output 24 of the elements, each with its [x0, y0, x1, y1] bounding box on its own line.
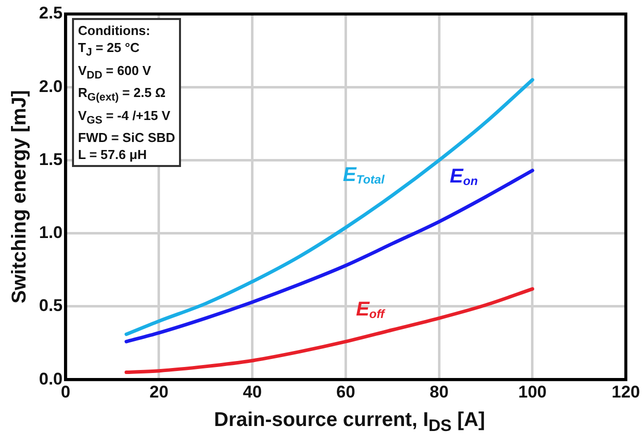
x-tick-label: 40: [242, 382, 262, 402]
y-tick-label: 2.5: [38, 4, 63, 23]
annotation: V$_{DD}$ = 600 V: [78, 62, 152, 84]
x-tick-label: 120: [612, 382, 640, 402]
y-tick-label: 1.5: [38, 150, 63, 169]
annotation: L = 57.6 μH: [78, 146, 148, 164]
x-tick-label: 0: [60, 382, 70, 402]
annotation: R$_{G(ext)}$ = 2.5 Ω: [78, 84, 167, 106]
x-tick-label: 80: [430, 382, 449, 402]
y-axis-title: Switching energy [mJ]: [8, 90, 31, 304]
x-tick-label: 100: [518, 382, 547, 402]
x-tick-label: 20: [150, 382, 168, 402]
x-tick-label: 60: [336, 382, 356, 402]
line-series: [124, 287, 534, 374]
y-tick-label: 2.0: [38, 76, 63, 96]
annotation: FWD = SiC SBD: [78, 129, 176, 146]
line-series: [124, 168, 534, 344]
y-tick-label: 1.0: [38, 223, 63, 242]
y-tick-label: 0.0: [38, 369, 63, 388]
y-tick-label: 0.5: [38, 296, 63, 316]
annotation: V$_{GS}$ = -4 /+15 V: [78, 106, 172, 128]
annotation: T$_{J}$ = 25 °C: [78, 39, 140, 61]
annotation: Conditions:: [78, 22, 152, 39]
x-axis-title: Drain-source current, I$_{DS}$ [A]: [213, 409, 486, 436]
